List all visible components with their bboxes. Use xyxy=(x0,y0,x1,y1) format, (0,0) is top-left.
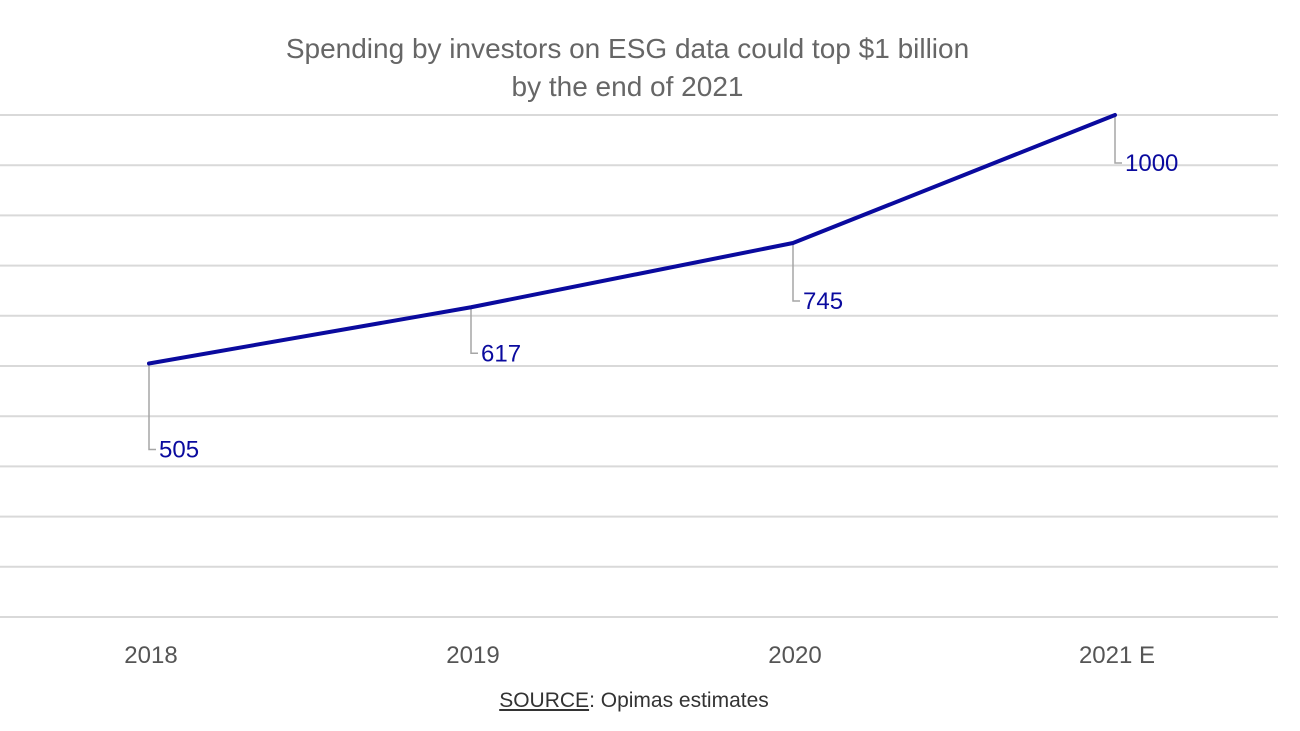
data-label-leader xyxy=(1114,115,1122,164)
gridlines xyxy=(0,114,1278,618)
label-leaders xyxy=(148,115,1122,451)
data-label-leader xyxy=(792,243,800,302)
data-labels: 505 617 745 1000 xyxy=(159,150,1178,463)
x-tick-label: 2020 xyxy=(768,642,821,669)
data-label-leader xyxy=(148,363,156,451)
data-label-leader xyxy=(470,307,478,355)
data-label: 617 xyxy=(481,340,521,367)
x-axis-tick-labels: 2018 2019 2020 2021 E xyxy=(124,642,1155,669)
series-line xyxy=(147,113,1117,366)
chart-title: Spending by investors on ESG data could … xyxy=(0,30,1255,106)
series-line-group xyxy=(147,113,1117,366)
data-label: 505 xyxy=(159,436,199,463)
data-label: 745 xyxy=(803,288,843,315)
chart-title-line-1: Spending by investors on ESG data could … xyxy=(285,33,970,64)
x-tick-label: 2018 xyxy=(124,642,177,669)
source-label: SOURCE xyxy=(499,689,590,712)
x-tick-label: 2019 xyxy=(446,642,499,669)
source-note: SOURCE: Opimas estimates xyxy=(0,689,1268,713)
x-tick-label: 2021 E xyxy=(1079,642,1155,669)
data-label: 1000 xyxy=(1125,150,1178,177)
chart-title-line-2: by the end of 2021 xyxy=(511,71,744,102)
source-text: : Opimas estimates xyxy=(589,689,769,712)
